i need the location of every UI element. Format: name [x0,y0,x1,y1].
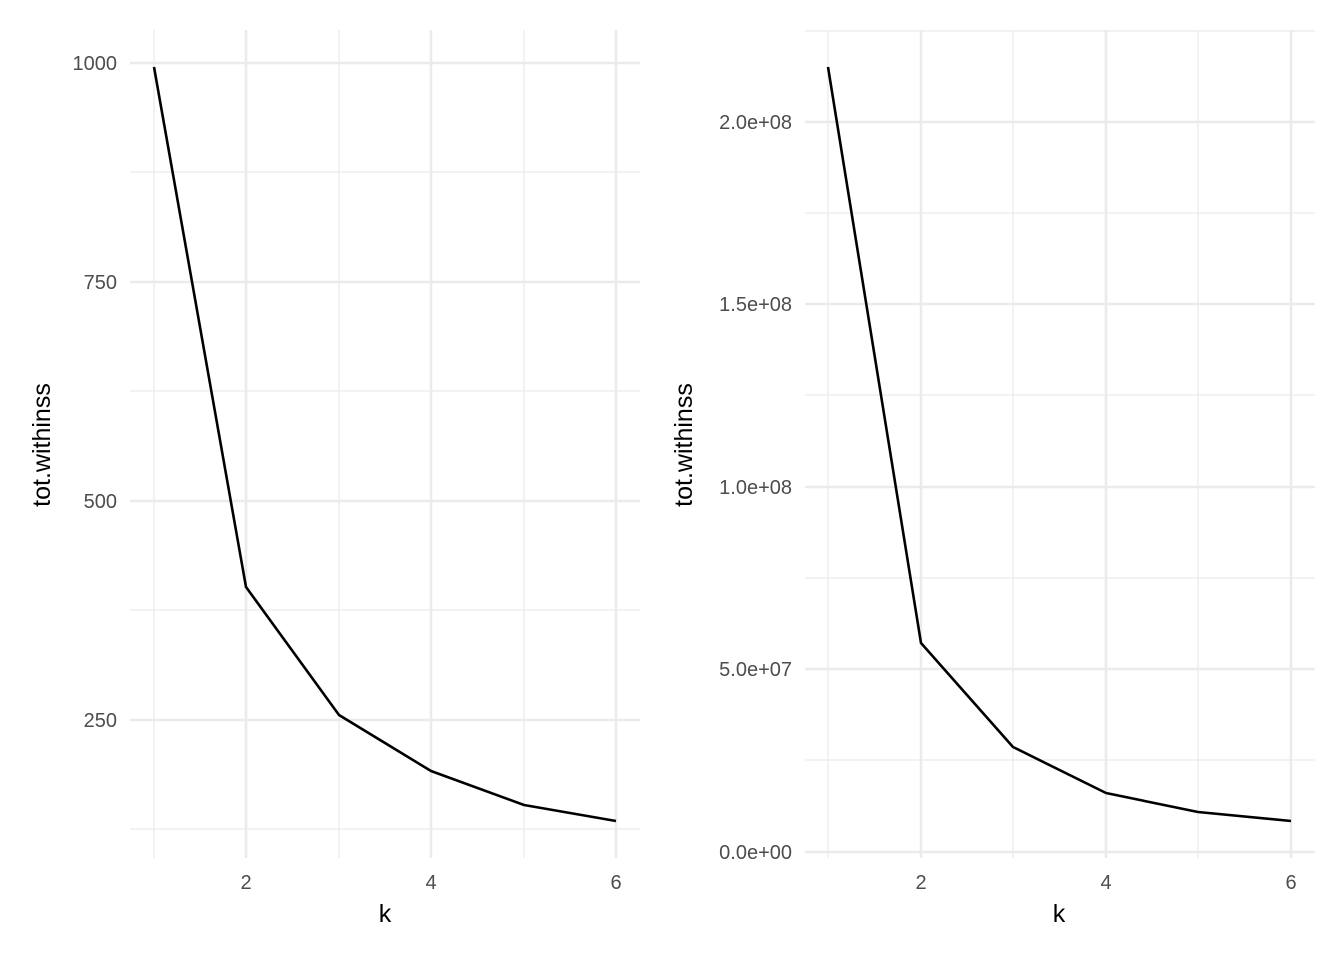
left-elbow-line [152,66,617,823]
x-tick-label: 6 [1285,872,1296,894]
right-elbow-line [826,66,1292,823]
right-plot-panel: 2.0e+08 1.5e+08 1.0e+08 5.0e+07 0.0e+00 … [670,30,1315,928]
left-y-axis-title: tot.withinss [28,383,56,507]
x-tick-label: 4 [425,872,436,894]
y-tick-label: 1000 [73,53,118,75]
x-tick-label: 2 [915,872,926,894]
y-tick-label: 250 [84,710,117,732]
y-tick-label: 5.0e+07 [719,659,792,681]
right-x-axis-title: k [1053,900,1066,928]
left-x-axis-ticks: 2 4 6 [240,872,621,894]
right-x-axis-ticks: 2 4 6 [915,872,1296,894]
right-y-axis-ticks: 2.0e+08 1.5e+08 1.0e+08 5.0e+07 0.0e+00 [719,112,792,864]
x-tick-label: 4 [1100,872,1111,894]
left-x-axis-title: k [379,900,392,928]
y-tick-label: 500 [84,491,117,513]
right-gridlines [805,30,1315,858]
y-tick-label: 1.0e+08 [719,477,792,499]
x-tick-label: 6 [610,872,621,894]
left-y-axis-ticks: 1000 750 500 250 [73,53,118,732]
y-tick-label: 0.0e+00 [719,842,792,864]
y-tick-label: 750 [84,272,117,294]
y-tick-label: 2.0e+08 [719,112,792,134]
right-y-axis-title: tot.withinss [670,383,698,507]
x-tick-label: 2 [240,872,251,894]
left-plot-panel: 1000 750 500 250 2 4 6 k tot.withinss [28,30,640,928]
y-tick-label: 1.5e+08 [719,294,792,316]
left-gridlines [130,30,640,858]
